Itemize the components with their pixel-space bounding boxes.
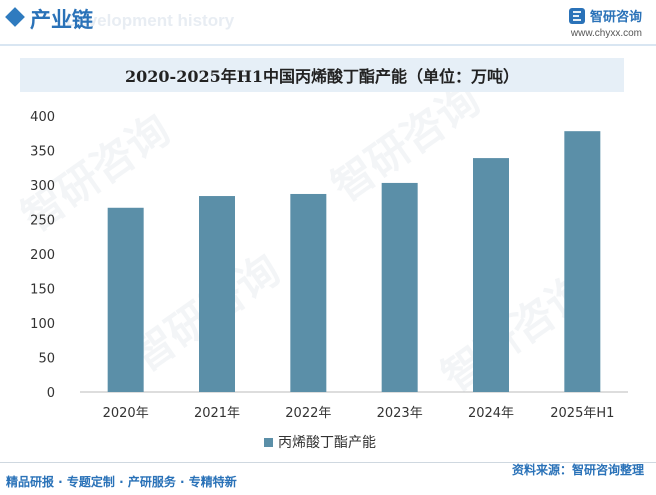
footer-tagline: 精品研报 · 专题定制 · 产研服务 · 专精特新	[6, 475, 237, 489]
legend-swatch	[264, 437, 273, 447]
brand-url: www.chyxx.com	[570, 28, 642, 39]
legend-label: 丙烯酸丁酯产能	[278, 435, 376, 451]
section-title: 产业链	[30, 8, 93, 32]
x-tick-label: 2023年	[377, 406, 423, 421]
footer-divider	[0, 462, 656, 463]
header-divider	[0, 44, 656, 46]
x-tick-label: 2021年	[194, 406, 240, 421]
chart-title: 2020-2025年H1中国丙烯酸丁酯产能（单位：万吨）	[125, 67, 519, 86]
y-tick-label: 50	[38, 352, 55, 367]
y-tick-label: 100	[30, 317, 55, 332]
legend: 丙烯酸丁酯产能	[264, 432, 376, 452]
y-tick-label: 400	[30, 110, 55, 125]
x-tick-label: 2024年	[468, 406, 514, 421]
y-tick-label: 350	[30, 145, 55, 160]
x-tick-label: 2025年H1	[550, 406, 614, 421]
y-tick-label: 150	[30, 283, 55, 298]
brand-logo-icon	[568, 7, 585, 24]
footer-source: 资料来源：智研咨询整理	[511, 463, 644, 477]
y-tick-label: 300	[30, 179, 55, 194]
bar-5	[564, 131, 601, 392]
header: Development history 产业链 智研咨询 www.chyxx.c…	[0, 0, 656, 44]
brand-name: 智研咨询	[589, 10, 642, 25]
y-tick-label: 0	[47, 386, 55, 401]
y-tick-label: 200	[30, 248, 55, 263]
bar-2	[290, 193, 327, 392]
diamond-icon	[5, 7, 25, 27]
y-tick-label: 250	[30, 214, 55, 229]
x-tick-label: 2020年	[103, 406, 149, 421]
brand: 智研咨询 www.chyxx.com	[568, 6, 642, 39]
chart-title-bar: 2020-2025年H1中国丙烯酸丁酯产能（单位：万吨）	[20, 58, 624, 92]
bar-chart: 0 50 100 150 200 250 300 350 400 2020年 2021年 2022年 2…	[30, 110, 628, 421]
bar-1	[199, 196, 235, 392]
bar-0	[107, 207, 144, 392]
bar-3	[381, 182, 418, 392]
bar-4	[473, 158, 509, 392]
x-tick-label: 2022年	[285, 406, 331, 421]
